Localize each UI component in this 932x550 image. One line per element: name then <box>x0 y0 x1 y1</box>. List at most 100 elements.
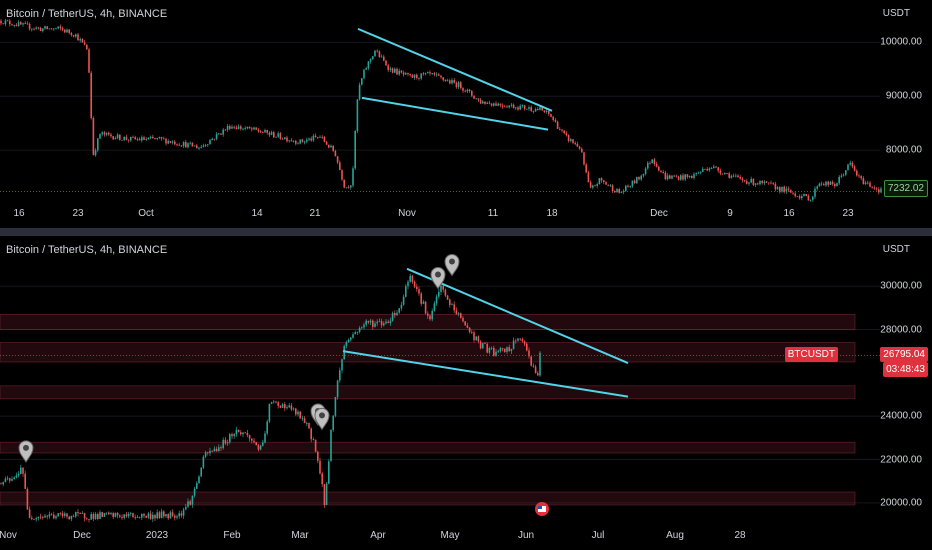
candle-body <box>253 127 255 130</box>
candle-body <box>838 176 840 184</box>
candle-body <box>290 140 293 142</box>
btc-chart-2019[interactable]: Bitcoin / TetherUS, 4h, BINANCE USDT 100… <box>0 0 932 228</box>
candle-body <box>363 69 365 79</box>
candle-body <box>460 82 462 89</box>
candle-body <box>504 348 506 352</box>
candle-body <box>341 170 343 180</box>
candle-body <box>468 89 471 91</box>
candle-body <box>396 312 398 316</box>
x-axis-tick-label: 21 <box>309 208 321 219</box>
candle-body <box>42 28 44 32</box>
candle-body <box>213 448 216 452</box>
candle-body <box>530 107 532 111</box>
candle-body <box>28 509 31 518</box>
candle-body <box>248 126 251 129</box>
candle-body <box>116 512 119 516</box>
candle-body <box>578 146 581 149</box>
candle-body <box>383 56 385 61</box>
candle-body <box>856 170 858 176</box>
candle-body <box>495 351 497 356</box>
x-axis-tick-label: Mar <box>291 530 309 541</box>
candle-body <box>429 315 431 320</box>
price-unit: USDT <box>882 244 910 255</box>
candle-body <box>365 320 367 325</box>
marker-hole <box>449 258 455 265</box>
candle-body <box>204 452 207 457</box>
candle-body <box>59 513 62 514</box>
candle-body <box>167 140 169 144</box>
candle-body <box>165 138 167 144</box>
candle-body <box>383 323 385 326</box>
candle-body <box>187 143 189 148</box>
candle-body <box>332 415 334 430</box>
candle-body <box>517 107 519 110</box>
trendline <box>342 350 629 398</box>
candle-body <box>15 475 18 478</box>
candle-body <box>11 24 13 26</box>
candle-body <box>391 68 394 73</box>
candle-body <box>182 509 185 516</box>
candle-body <box>521 105 524 106</box>
pane-divider[interactable] <box>0 228 932 236</box>
candle-body <box>719 170 722 174</box>
candle-body <box>286 407 288 409</box>
candle-body <box>79 39 81 41</box>
support-resistance-zone <box>0 441 856 454</box>
chart-canvas-top[interactable] <box>0 0 932 228</box>
candle-body <box>198 476 200 484</box>
chart-canvas-bottom[interactable] <box>0 236 932 550</box>
candle-body <box>297 143 299 145</box>
candle-body <box>521 338 524 342</box>
candle-body <box>6 20 9 22</box>
candle-body <box>103 512 106 517</box>
candle-body <box>314 135 317 137</box>
candle-body <box>64 29 66 33</box>
candle-body <box>605 182 607 185</box>
x-axis-tick-label: Dec <box>73 530 91 541</box>
last-price-tag: 26795.04 <box>880 347 928 362</box>
candle-body <box>862 178 865 185</box>
btc-chart-2023[interactable]: Bitcoin / TetherUS, 4h, BINANCE USDT 300… <box>0 236 932 550</box>
candle-body <box>534 109 537 112</box>
candle-body <box>424 73 427 75</box>
candle-body <box>466 89 469 92</box>
candle-body <box>702 168 704 172</box>
candle-body <box>574 142 576 144</box>
candle-body <box>275 401 277 403</box>
candle-body <box>116 134 119 139</box>
candle-body <box>273 132 275 138</box>
candle-body <box>59 26 62 29</box>
candle-body <box>453 304 455 311</box>
candle-body <box>402 72 405 75</box>
candle-body <box>31 28 33 30</box>
candle-body <box>134 137 136 140</box>
candle-body <box>174 515 176 518</box>
candle-body <box>119 134 121 140</box>
candle-body <box>99 134 101 139</box>
candle-body <box>143 513 145 516</box>
candle-body <box>391 313 394 321</box>
candle-body <box>785 188 788 192</box>
candle-body <box>651 159 653 163</box>
marker-pin <box>314 407 330 431</box>
candle-body <box>759 181 761 185</box>
candle-body <box>796 196 799 198</box>
candle-body <box>682 175 684 180</box>
candle-body <box>90 514 92 520</box>
candle-body <box>504 106 506 108</box>
candle-body <box>748 182 750 184</box>
candle-body <box>292 408 295 410</box>
candle-body <box>169 512 172 519</box>
y-axis-tick-label: 22000.00 <box>880 454 922 465</box>
candle-body <box>178 513 180 517</box>
candle-body <box>306 422 308 424</box>
candle-body <box>165 514 167 517</box>
candle-body <box>501 105 504 107</box>
candle-body <box>486 102 488 104</box>
candle-body <box>442 285 444 290</box>
candle-body <box>519 105 521 110</box>
trendline <box>406 267 629 365</box>
candle-body <box>350 337 352 340</box>
candle-body <box>171 512 174 516</box>
y-axis-tick-label: 20000.00 <box>880 497 922 509</box>
